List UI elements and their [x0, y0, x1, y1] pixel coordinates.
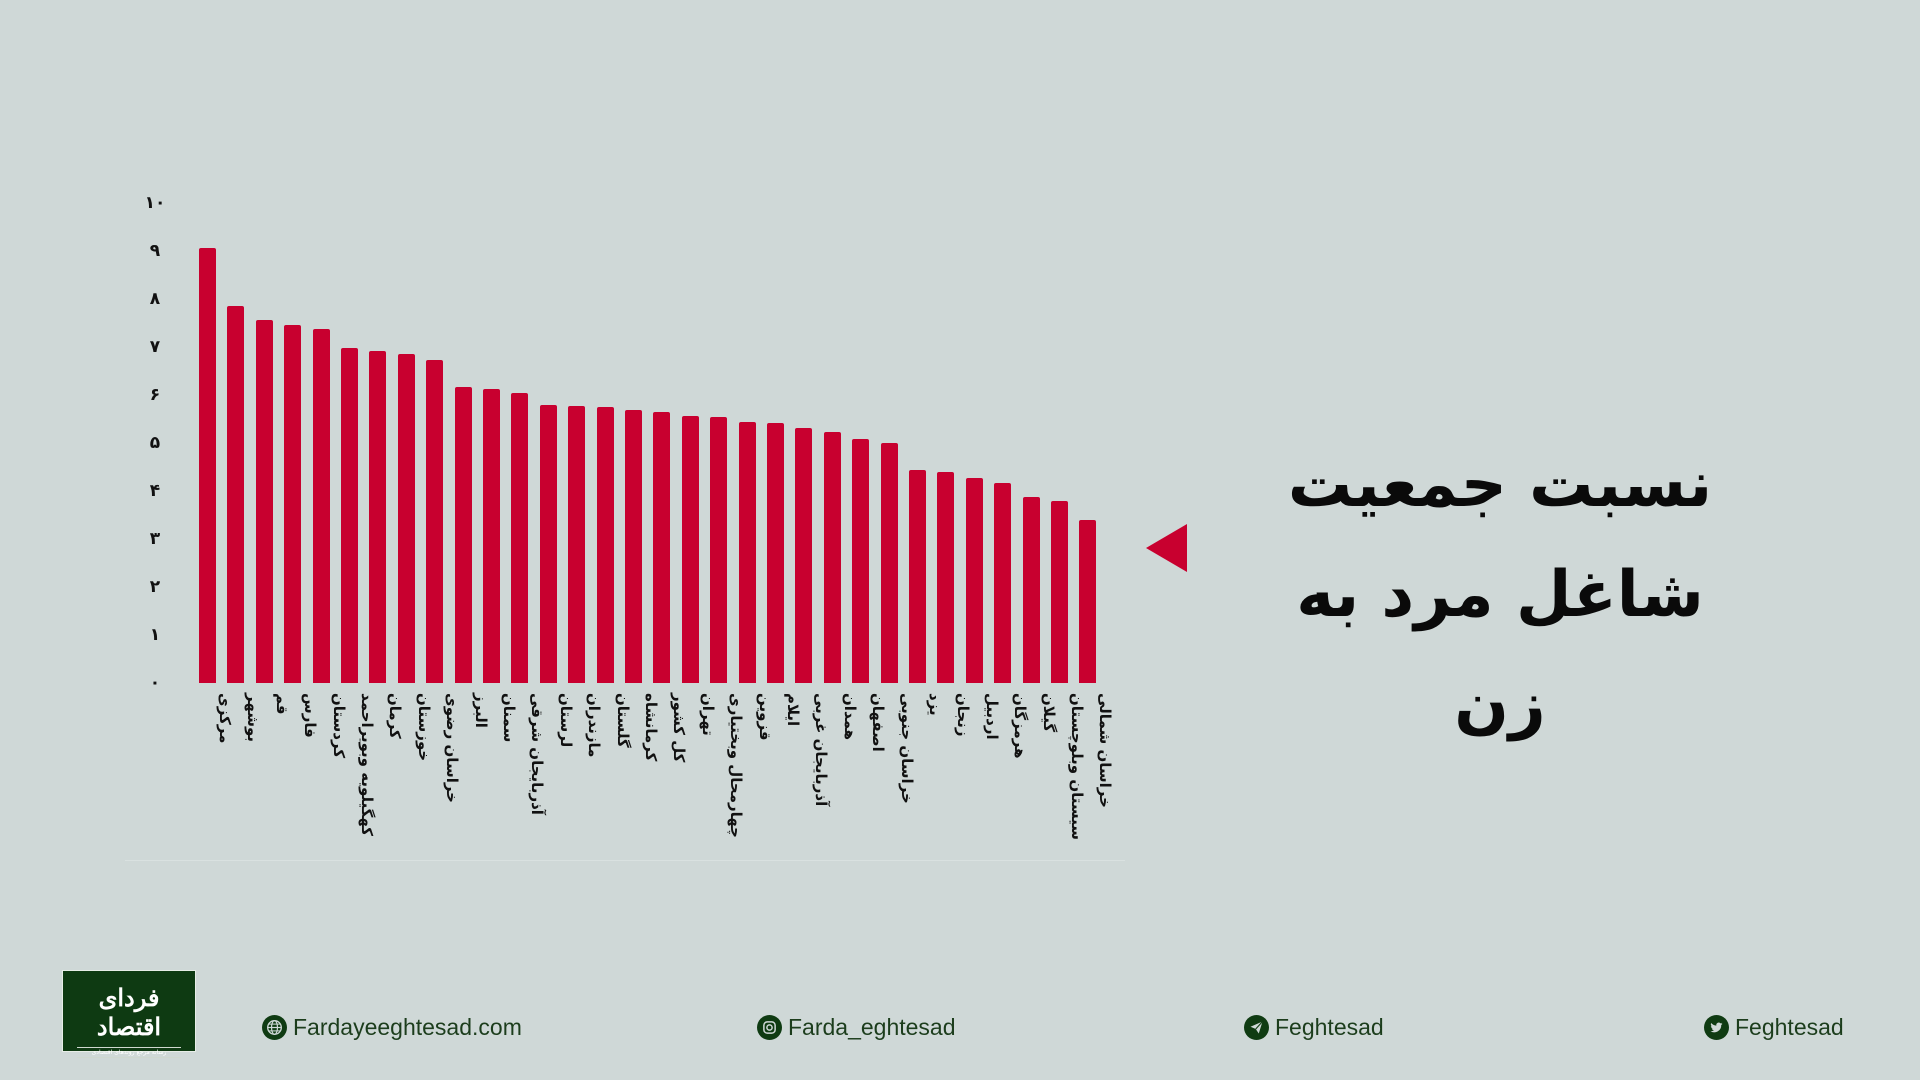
bar — [852, 439, 870, 683]
bar — [397, 354, 415, 683]
telegram-link[interactable]: Feghtesad — [1244, 1014, 1384, 1041]
bar — [738, 421, 756, 683]
pointer-triangle-icon — [1146, 524, 1187, 572]
bar — [625, 409, 642, 683]
chart-bottom-divider — [125, 860, 1125, 861]
x-axis-label: خراسان شمالی — [1096, 693, 1115, 808]
bar — [653, 411, 671, 683]
x-axis-label: اردبیل — [982, 693, 1001, 740]
x-axis-label: بوشهر — [244, 693, 263, 743]
bar — [511, 393, 529, 683]
x-axis-label: کرمان — [386, 693, 405, 739]
y-axis: ۰ ۱ ۲ ۳ ۴ ۵ ۶ ۷ ۸ ۹ ۱۰ — [140, 185, 180, 705]
x-axis-label: البرز — [471, 693, 490, 728]
x-axis-label: مازندران — [585, 693, 604, 758]
bar — [568, 406, 586, 683]
x-axis-label: سمنان — [500, 693, 518, 743]
bar — [255, 320, 273, 683]
twitter-label: Feghtesad — [1735, 1014, 1844, 1040]
title-line-2: شاغل مرد به زن — [1296, 558, 1704, 742]
bar — [1079, 519, 1097, 683]
logo-tagline: رسانه مرجع روندهای اقتصادی — [77, 1047, 181, 1058]
y-tick-label: ۶ — [149, 385, 161, 405]
x-axis-label: ایلام — [784, 693, 802, 727]
bar — [454, 386, 472, 683]
website-link[interactable]: Fardayeeghtesad.com — [262, 1014, 522, 1041]
bar — [341, 347, 358, 683]
x-axis-label: کهگیلویه وبویراحمد — [358, 693, 376, 836]
x-axis-label: کرمانشاه — [642, 693, 660, 762]
y-tick-label: ۵ — [149, 433, 161, 453]
twitter-link[interactable]: Feghtesad — [1704, 1014, 1844, 1041]
x-axis-label: گلستان — [613, 693, 632, 748]
bar — [823, 431, 841, 683]
bar — [767, 422, 784, 683]
y-tick-label: ۱۰ — [144, 193, 166, 213]
bar — [483, 388, 500, 683]
twitter-icon — [1704, 1015, 1729, 1040]
x-axis-label: کردستان — [329, 693, 348, 759]
bar — [1051, 501, 1068, 683]
bar — [880, 443, 898, 683]
x-axis-label: کل کشور — [670, 693, 689, 763]
x-axis-label: خوزستان — [414, 693, 433, 762]
bar — [284, 324, 302, 683]
x-axis-label: قزوین — [755, 693, 774, 741]
x-axis-label: آذربایجان غربی — [812, 693, 831, 807]
y-tick-label: ۹ — [149, 241, 161, 261]
logo-name: فردای اقتصاد — [96, 983, 162, 1041]
x-axis-label: فارس — [301, 693, 320, 738]
x-axis-label: سیستان وبلوچستان — [1068, 693, 1086, 841]
x-axis-label: قم — [272, 693, 291, 715]
bar — [965, 478, 983, 683]
y-tick-label: ۳ — [149, 529, 161, 549]
telegram-icon — [1244, 1015, 1269, 1040]
bar — [199, 247, 216, 683]
y-tick-label: ۴ — [149, 481, 161, 501]
y-tick-label: ۰ — [149, 673, 161, 693]
bar — [681, 416, 699, 683]
bar-chart: ۰ ۱ ۲ ۳ ۴ ۵ ۶ ۷ ۸ ۹ ۱۰ مرکزی بوشهر قم فارس کردستان کهگی… — [140, 185, 1130, 865]
x-axis-label: تهران — [698, 693, 717, 736]
x-axis-label: زنجان — [954, 693, 973, 737]
y-tick-label: ۷ — [149, 337, 161, 357]
y-tick-label: ۸ — [149, 289, 161, 309]
x-axis-label: آذربایجان شرقی — [528, 693, 547, 815]
x-axis-label: چهارمحال وبختیاری — [727, 693, 746, 838]
instagram-icon — [757, 1015, 782, 1040]
y-tick-label: ۲ — [149, 577, 161, 597]
x-axis-label: خراسان جنوبی — [897, 693, 916, 804]
x-axis-label: خراسان رضوی — [443, 693, 462, 803]
x-axis-label: مرکزی — [216, 693, 234, 744]
bar — [909, 469, 926, 683]
x-axis-label: گیلان — [1039, 693, 1058, 733]
y-tick-label: ۱ — [149, 625, 161, 645]
x-axis-label: همدان — [840, 693, 859, 741]
bar — [369, 350, 387, 683]
bar — [710, 417, 728, 683]
website-label: Fardayeeghtesad.com — [293, 1014, 522, 1040]
bar — [795, 428, 813, 683]
chart-title: نسبت جمعیت شاغل مرد به زن — [1240, 430, 1760, 760]
x-axis-label: یزد — [926, 693, 944, 716]
x-axis-label: هرمزگان — [1011, 693, 1030, 759]
bars-area — [198, 185, 1140, 683]
bar — [227, 306, 245, 683]
bar — [426, 359, 444, 683]
title-line-1: نسبت جمعیت — [1287, 448, 1713, 522]
telegram-label: Feghtesad — [1275, 1014, 1384, 1040]
bar — [312, 328, 330, 683]
globe-icon — [262, 1015, 287, 1040]
brand-logo: فردای اقتصاد رسانه مرجع روندهای اقتصادی — [62, 970, 196, 1058]
x-axis-label: لرستان — [556, 693, 575, 748]
bar — [994, 482, 1012, 683]
bar — [596, 407, 614, 683]
bar — [539, 405, 557, 683]
x-axis-label: اصفهان — [869, 693, 888, 752]
instagram-link[interactable]: Farda_eghtesad — [757, 1014, 956, 1041]
bar — [1022, 496, 1040, 683]
instagram-label: Farda_eghtesad — [788, 1014, 956, 1040]
bar — [937, 471, 955, 683]
